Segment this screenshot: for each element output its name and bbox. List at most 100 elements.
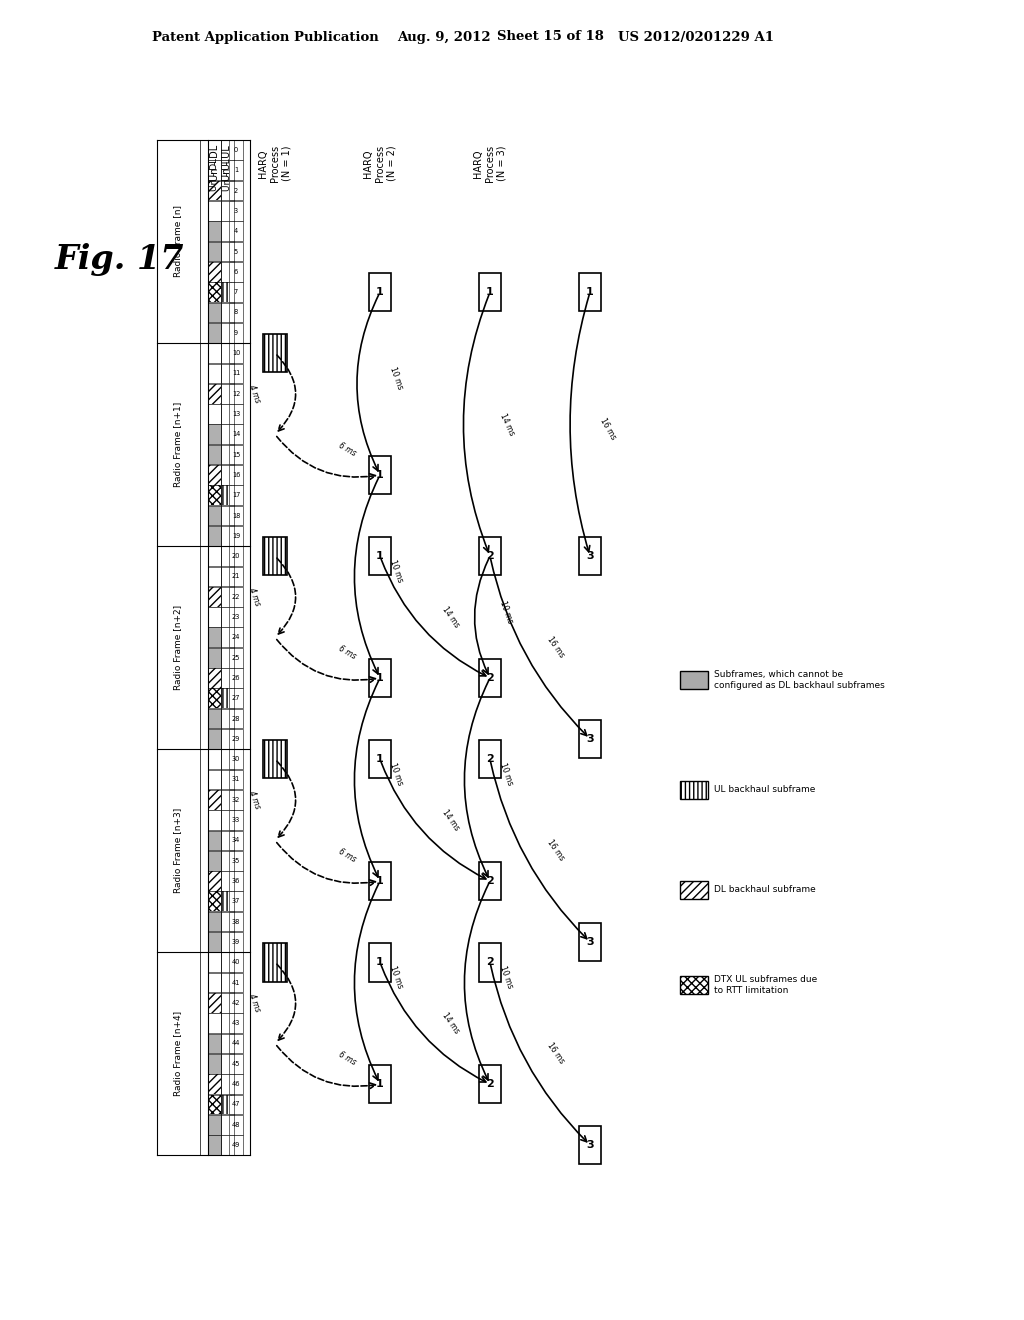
Bar xyxy=(221,891,233,911)
Bar xyxy=(208,261,221,281)
Bar xyxy=(208,851,221,871)
Bar xyxy=(208,425,221,444)
Bar xyxy=(208,384,221,404)
Text: 12: 12 xyxy=(231,391,241,397)
Bar xyxy=(221,486,233,506)
Text: Un - UL: Un - UL xyxy=(223,158,232,190)
Text: 10 ms: 10 ms xyxy=(388,558,404,583)
Text: 1: 1 xyxy=(376,1078,384,1089)
Bar xyxy=(221,566,233,586)
Bar xyxy=(221,993,233,1012)
Text: 7: 7 xyxy=(233,289,239,296)
Bar xyxy=(221,282,233,302)
Bar xyxy=(579,1126,601,1164)
Bar xyxy=(229,566,243,586)
Bar xyxy=(479,273,501,312)
Bar xyxy=(221,668,233,688)
Bar xyxy=(229,912,243,932)
Bar xyxy=(369,273,391,312)
Text: 10: 10 xyxy=(231,350,241,356)
Bar xyxy=(579,273,601,312)
Bar xyxy=(208,486,221,506)
Bar xyxy=(208,689,221,708)
Bar xyxy=(229,445,243,465)
Bar xyxy=(208,384,221,404)
Text: 29: 29 xyxy=(231,735,241,742)
Bar xyxy=(229,1115,243,1135)
Bar xyxy=(369,741,391,779)
Bar xyxy=(208,486,221,506)
Bar xyxy=(221,648,233,668)
Bar xyxy=(229,363,243,383)
Text: 19: 19 xyxy=(231,533,240,539)
Text: DL backhaul subframe: DL backhaul subframe xyxy=(714,886,816,895)
Text: 11: 11 xyxy=(231,371,240,376)
Text: 3: 3 xyxy=(586,552,594,561)
Bar xyxy=(229,181,243,201)
Bar xyxy=(208,709,221,729)
Bar xyxy=(221,830,233,850)
Text: 1: 1 xyxy=(376,957,384,968)
Bar xyxy=(229,546,243,566)
Bar xyxy=(229,851,243,871)
Text: 43: 43 xyxy=(231,1020,241,1026)
Bar xyxy=(208,891,221,911)
Text: 4 ms: 4 ms xyxy=(247,789,262,810)
Text: 3: 3 xyxy=(586,1140,594,1150)
Text: 4 ms: 4 ms xyxy=(247,383,262,404)
Text: 33: 33 xyxy=(231,817,240,824)
Text: 23: 23 xyxy=(231,614,241,620)
Text: 1: 1 xyxy=(486,288,494,297)
Text: 2: 2 xyxy=(486,1078,494,1089)
Bar xyxy=(221,1115,233,1135)
Bar xyxy=(229,201,243,220)
Bar xyxy=(229,161,243,180)
Text: 38: 38 xyxy=(231,919,241,924)
Text: HARQ
Process
(N = 2): HARQ Process (N = 2) xyxy=(364,145,396,182)
Bar xyxy=(208,525,221,545)
Text: 39: 39 xyxy=(231,939,240,945)
Text: 8: 8 xyxy=(233,309,239,315)
Bar xyxy=(208,363,221,383)
Bar xyxy=(221,425,233,444)
Bar xyxy=(208,181,221,201)
Bar xyxy=(208,729,221,748)
Bar xyxy=(229,404,243,424)
Bar xyxy=(221,1014,233,1034)
Bar xyxy=(208,973,221,993)
Bar xyxy=(208,627,221,647)
Text: 46: 46 xyxy=(231,1081,241,1088)
Bar xyxy=(369,862,391,900)
Text: 41: 41 xyxy=(231,979,241,986)
Bar xyxy=(221,851,233,871)
Text: 2: 2 xyxy=(486,754,494,764)
Text: 9: 9 xyxy=(233,330,238,335)
Bar xyxy=(221,242,233,261)
Text: 4 ms: 4 ms xyxy=(247,993,262,1014)
Bar xyxy=(680,880,708,899)
Text: Radio Frame [n+3]: Radio Frame [n+3] xyxy=(173,808,182,894)
Bar xyxy=(680,880,708,899)
Text: 6 ms: 6 ms xyxy=(338,441,358,458)
Bar xyxy=(208,871,221,891)
Bar xyxy=(208,789,221,809)
Bar xyxy=(229,770,243,789)
Bar xyxy=(208,140,221,160)
Text: 49: 49 xyxy=(231,1142,241,1148)
Bar xyxy=(221,689,233,708)
Bar xyxy=(680,781,708,799)
Bar xyxy=(208,1135,221,1155)
Text: 1: 1 xyxy=(376,470,384,480)
Bar xyxy=(229,993,243,1012)
Bar xyxy=(221,546,233,566)
Bar xyxy=(208,1074,221,1094)
Bar xyxy=(369,659,391,697)
Text: 1: 1 xyxy=(376,673,384,682)
Bar xyxy=(208,912,221,932)
Bar xyxy=(208,1094,221,1114)
Text: HARQ
Process
(N = 3): HARQ Process (N = 3) xyxy=(473,145,507,182)
Text: 45: 45 xyxy=(231,1061,241,1067)
Bar xyxy=(479,659,501,697)
Bar xyxy=(221,486,233,506)
Bar xyxy=(208,810,221,830)
